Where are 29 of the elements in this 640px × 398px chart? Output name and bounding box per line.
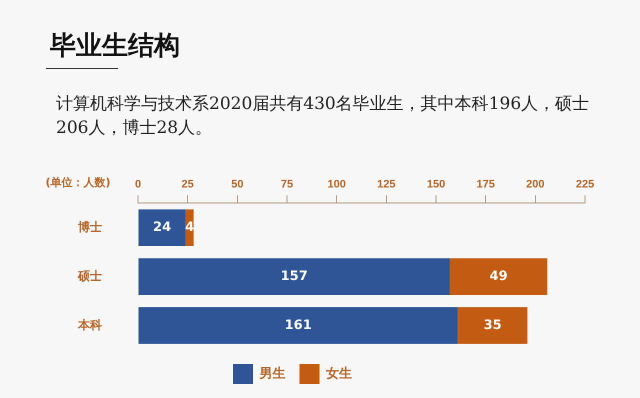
legend-label: 女生	[325, 366, 352, 381]
bar	[138, 307, 458, 344]
x-tick-label: 25	[182, 178, 194, 191]
x-tick-label: 175	[476, 178, 495, 191]
chart-subtitle: 计算机科学与技术系2020届共有430名毕业生，其中本科196人，硕士206人，博士28人。	[56, 93, 590, 140]
x-tick-label: 125	[377, 178, 396, 191]
x-tick-label: 150	[426, 178, 446, 191]
data-label: 157	[280, 268, 308, 284]
y-tick-label: 本科	[77, 318, 102, 332]
x-tick-label: 0	[134, 178, 142, 191]
x-tick-label: 100	[327, 178, 346, 191]
y-tick-label: 博士	[77, 220, 102, 234]
x-axis-title: (单位：人数)	[45, 176, 111, 189]
data-label: 24	[153, 220, 172, 236]
x-tick-label: 200	[526, 178, 545, 191]
y-tick-label: 硕士	[77, 268, 102, 283]
bar	[138, 258, 450, 295]
x-tick-label: 225	[576, 178, 594, 191]
bar	[458, 307, 528, 344]
chart-title: 毕业生结构	[50, 30, 180, 63]
data-label: 4	[185, 220, 194, 236]
legend-label: 男生	[258, 366, 286, 381]
x-tick-label: 75	[280, 178, 294, 191]
data-label: 161	[284, 318, 312, 333]
data-label: 35	[484, 318, 502, 333]
x-tick-label: 50	[231, 178, 244, 191]
bar	[450, 258, 548, 295]
bar	[138, 209, 186, 246]
data-label: 49	[490, 268, 508, 284]
